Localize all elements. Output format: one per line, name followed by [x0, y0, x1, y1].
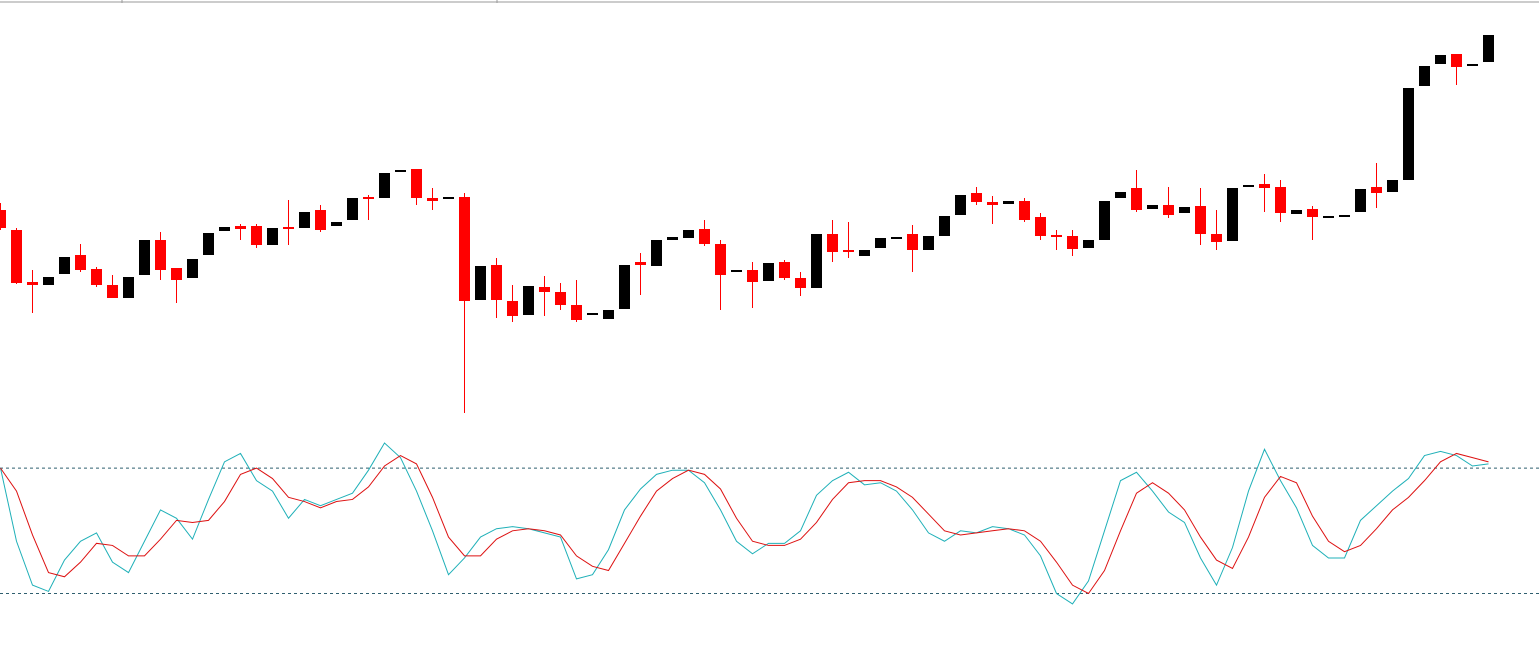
candle-body: [11, 230, 22, 283]
candle-body: [619, 265, 630, 309]
candle-body: [651, 240, 662, 266]
candle-body: [1067, 236, 1078, 249]
candle-body: [523, 286, 534, 315]
candle-body: [907, 234, 918, 250]
candle-body: [987, 202, 998, 205]
candle-body: [91, 269, 102, 285]
candle-body: [1051, 235, 1062, 237]
candle-body: [603, 310, 614, 319]
candle-body: [43, 277, 54, 285]
candle-body: [267, 228, 278, 245]
candle-body: [347, 198, 358, 220]
candle-body: [315, 210, 326, 230]
candle-body: [1371, 187, 1382, 193]
candle-body: [939, 216, 950, 236]
candle-body: [1195, 206, 1206, 234]
candle-body: [571, 305, 582, 320]
candle-body: [1035, 217, 1046, 236]
candle-body: [0, 210, 6, 228]
candle-body: [475, 266, 486, 300]
candle-body: [763, 263, 774, 281]
candle-body: [1483, 35, 1494, 62]
candle-body: [379, 173, 390, 198]
candle-body: [587, 313, 598, 315]
candle-body: [1227, 188, 1238, 241]
candle-body: [1419, 66, 1430, 86]
candle-body: [203, 233, 214, 255]
candle-body: [363, 197, 374, 199]
candle-body: [459, 197, 470, 301]
candle-body: [1147, 205, 1158, 209]
candle-body: [1307, 209, 1318, 217]
candle-body: [411, 169, 422, 198]
candle-body: [1355, 189, 1366, 212]
candle-body: [507, 301, 518, 316]
candle-body: [699, 229, 710, 244]
candle-body: [1179, 207, 1190, 213]
candle-body: [539, 287, 550, 292]
oscillator-line: [0, 452, 1489, 595]
candle-body: [75, 255, 86, 270]
candle-body: [1259, 184, 1270, 188]
candle-body: [923, 236, 934, 250]
candle-body: [795, 278, 806, 288]
candle-body: [1275, 187, 1286, 213]
candle-body: [1339, 215, 1350, 217]
candle-body: [1323, 216, 1334, 218]
candle-body: [427, 198, 438, 201]
candle-body: [219, 227, 230, 231]
oscillator-line: [0, 442, 1489, 605]
candle-body: [715, 244, 726, 275]
candle-body: [555, 292, 566, 305]
candle-body: [395, 170, 406, 172]
candle-body: [843, 250, 854, 252]
candle-body: [1291, 210, 1302, 214]
candle-body: [683, 230, 694, 238]
candle-body: [299, 212, 310, 228]
candle-body: [1403, 88, 1414, 180]
candle-body: [123, 277, 134, 298]
candle-body: [251, 226, 262, 245]
candle-body: [891, 237, 902, 239]
candle-body: [1115, 192, 1126, 198]
candle-body: [59, 257, 70, 274]
candle-body: [1387, 180, 1398, 192]
candle-body: [107, 285, 118, 298]
candle-body: [1435, 55, 1446, 64]
candle-body: [1451, 54, 1462, 67]
candle-body: [155, 240, 166, 270]
candle-body: [1019, 201, 1030, 220]
candle-body: [827, 234, 838, 252]
candle-body: [139, 240, 150, 275]
candle-body: [811, 234, 822, 288]
candle-body: [875, 238, 886, 248]
candle-body: [955, 195, 966, 215]
candle-body: [1467, 64, 1478, 66]
candle-body: [971, 193, 982, 202]
candle-body: [1211, 234, 1222, 242]
candle-body: [443, 197, 454, 199]
candle-body: [731, 270, 742, 272]
candle-body: [1003, 201, 1014, 204]
candle-body: [171, 268, 182, 280]
candle-body: [1243, 185, 1254, 187]
candle-body: [491, 265, 502, 300]
candle-body: [667, 237, 678, 240]
candle-body: [27, 282, 38, 285]
candle-body: [1083, 240, 1094, 248]
candle-body: [1131, 188, 1142, 210]
candle-body: [1163, 205, 1174, 215]
candle-body: [283, 227, 294, 229]
candle-body: [331, 222, 342, 226]
candle-body: [859, 250, 870, 256]
candle-body: [635, 262, 646, 265]
candle-body: [779, 262, 790, 278]
candle-body: [187, 259, 198, 278]
candle-body: [747, 270, 758, 282]
candle-body: [1099, 201, 1110, 240]
candle-body: [235, 226, 246, 229]
